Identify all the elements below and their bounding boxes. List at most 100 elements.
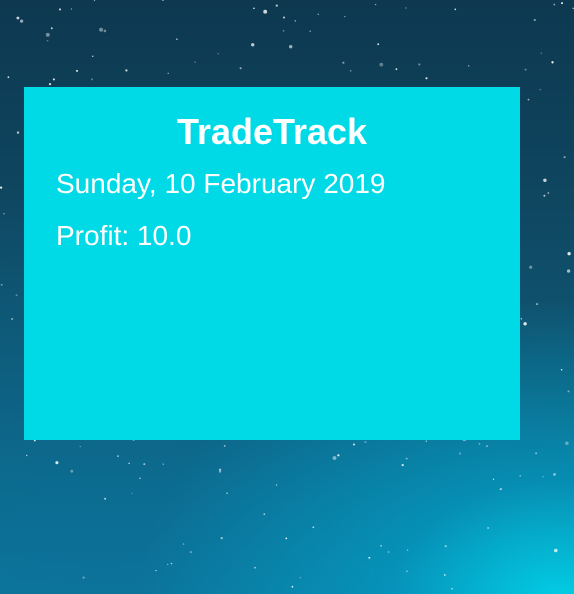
star <box>220 536 223 540</box>
star <box>543 178 547 183</box>
star <box>294 20 297 22</box>
star <box>99 27 104 32</box>
star <box>282 30 285 32</box>
star <box>459 452 462 455</box>
star <box>533 18 536 22</box>
star <box>91 55 94 58</box>
star <box>565 441 569 446</box>
star <box>90 78 93 81</box>
star <box>487 526 490 530</box>
star <box>454 8 457 11</box>
star <box>253 7 255 10</box>
star <box>189 550 193 554</box>
star <box>33 439 36 442</box>
star <box>0 186 3 189</box>
star <box>444 545 447 548</box>
star <box>194 61 196 63</box>
star <box>364 441 367 444</box>
star <box>425 440 427 442</box>
widget-title: TradeTrack <box>176 111 368 152</box>
star <box>374 3 377 6</box>
star <box>401 463 404 467</box>
star <box>387 550 390 554</box>
widget-profit: Profit: 10.0 <box>56 220 192 251</box>
star <box>547 192 550 194</box>
star <box>125 69 128 72</box>
star <box>309 30 311 32</box>
star <box>52 78 55 81</box>
star <box>567 390 570 393</box>
star <box>478 442 481 445</box>
star <box>353 443 355 446</box>
star <box>16 16 20 20</box>
star <box>254 566 256 569</box>
star <box>226 492 228 495</box>
widget-date: Sunday, 10 February 2019 <box>56 168 386 199</box>
star <box>492 478 495 480</box>
star <box>15 294 18 297</box>
star <box>263 9 268 14</box>
star <box>443 574 446 576</box>
star <box>312 526 315 529</box>
star <box>167 72 169 75</box>
star <box>553 473 556 476</box>
star <box>3 212 5 215</box>
star <box>539 88 541 91</box>
star <box>380 545 382 547</box>
star <box>554 548 558 553</box>
star <box>406 570 408 572</box>
star <box>540 52 542 54</box>
star <box>155 569 157 572</box>
star <box>50 27 53 30</box>
star <box>143 463 146 466</box>
star <box>524 68 527 71</box>
star <box>219 468 222 471</box>
star <box>520 318 523 320</box>
star <box>499 488 502 491</box>
star <box>82 576 85 579</box>
star <box>535 452 538 455</box>
star <box>170 562 173 565</box>
star <box>425 77 428 80</box>
star <box>218 470 222 473</box>
star <box>405 7 407 9</box>
star <box>103 29 107 33</box>
star <box>523 322 527 326</box>
star <box>19 19 24 23</box>
star <box>275 484 278 486</box>
star <box>485 444 489 448</box>
star <box>342 61 345 64</box>
star <box>10 317 14 321</box>
star <box>527 98 530 101</box>
star <box>161 0 164 2</box>
star <box>117 455 119 457</box>
star <box>289 45 293 49</box>
star <box>79 445 81 448</box>
star <box>275 4 278 7</box>
star <box>239 67 242 70</box>
star <box>451 587 453 590</box>
star <box>349 69 352 72</box>
star <box>176 38 178 41</box>
star <box>519 474 522 477</box>
star <box>291 585 294 588</box>
star <box>344 15 346 18</box>
star <box>395 68 398 70</box>
star <box>162 463 164 465</box>
star <box>217 52 219 55</box>
star <box>285 537 288 540</box>
star <box>251 43 255 47</box>
star <box>377 43 380 46</box>
star <box>529 265 533 269</box>
star <box>406 549 409 551</box>
star <box>48 82 52 86</box>
star <box>566 269 571 273</box>
star <box>25 454 28 457</box>
star <box>561 2 563 5</box>
star <box>282 16 286 19</box>
star <box>551 61 554 64</box>
tradetrack-widget[interactable] <box>24 87 520 440</box>
star <box>128 462 130 465</box>
star <box>75 69 79 72</box>
star <box>167 563 169 566</box>
